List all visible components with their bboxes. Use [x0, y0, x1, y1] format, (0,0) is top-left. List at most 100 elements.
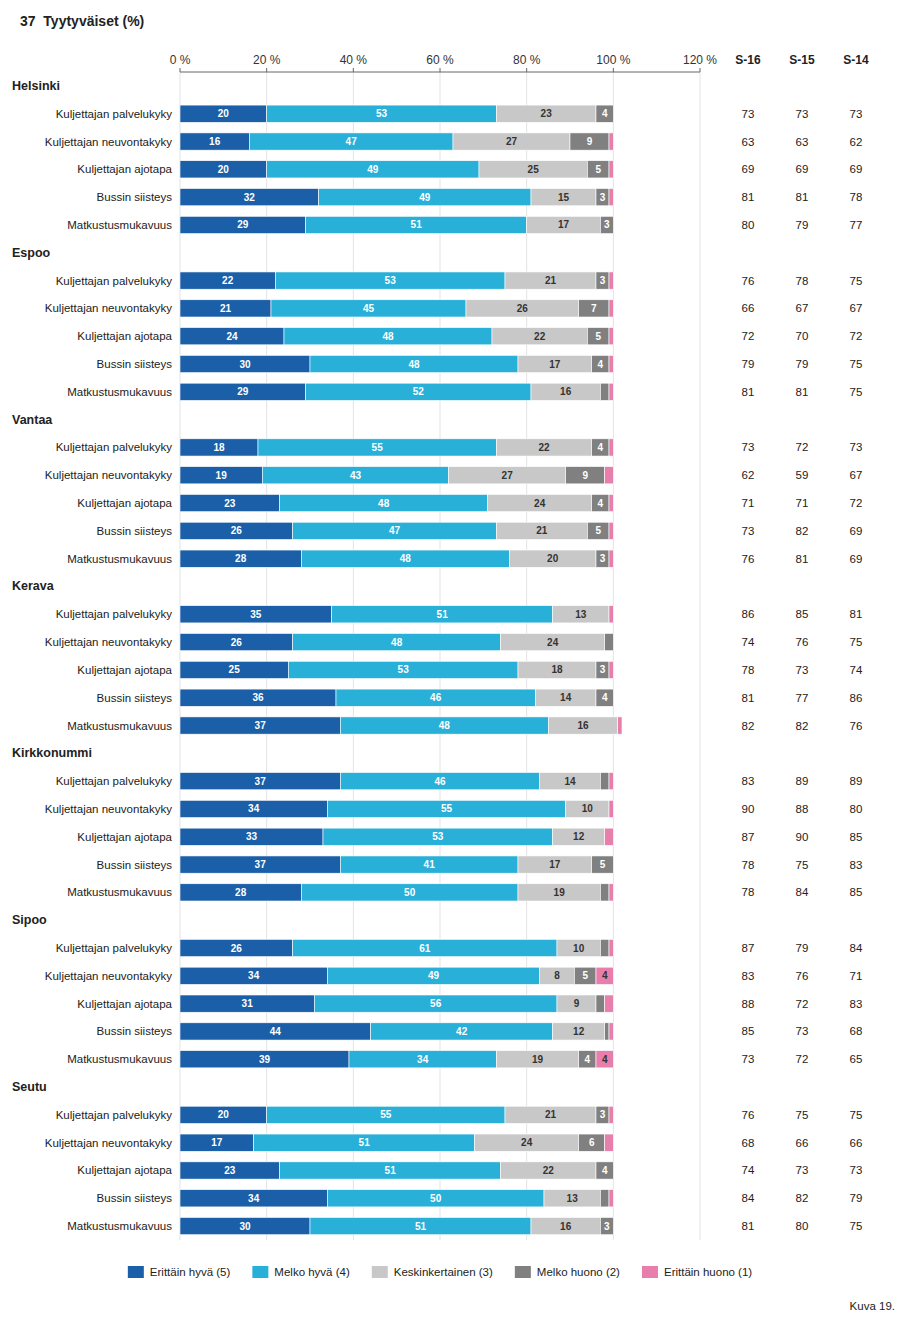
- data-label: 5: [595, 331, 601, 342]
- bar-segment: [180, 884, 301, 901]
- category-label: Kuljettajan palvelukyky: [56, 775, 173, 787]
- bar-segment: [535, 689, 596, 706]
- bar-segment: [609, 550, 613, 567]
- column-value: 84: [796, 886, 809, 898]
- legend-item: Erittäin hyvä (5): [128, 1266, 231, 1278]
- column-value: 75: [796, 859, 809, 871]
- bar-segment: [180, 967, 327, 984]
- data-label: 9: [574, 998, 580, 1009]
- bar-segment: [479, 161, 587, 178]
- column-value: 69: [796, 163, 809, 175]
- column-value: 67: [850, 302, 863, 314]
- bar-segment: [340, 717, 548, 734]
- bar-segment: [180, 300, 271, 317]
- column-value: 80: [796, 1220, 809, 1232]
- category-label: Kuljettajan ajotapa: [77, 664, 172, 676]
- section-header: Helsinki: [12, 79, 60, 93]
- data-label: 20: [218, 164, 230, 175]
- bar-segment: [449, 467, 566, 484]
- bar-segment: [574, 967, 596, 984]
- column-value: 88: [742, 998, 755, 1010]
- data-label: 37: [255, 859, 267, 870]
- data-label: 21: [545, 275, 557, 286]
- data-label: 55: [372, 442, 384, 453]
- column-value: 79: [796, 358, 809, 370]
- category-label: Matkustusmukavuus: [67, 886, 172, 898]
- column-value: 68: [742, 1137, 755, 1149]
- data-label: 20: [218, 108, 230, 119]
- bar-segment: [518, 884, 600, 901]
- legend-label: Melko hyvä (4): [274, 1266, 350, 1278]
- data-label: 33: [246, 831, 258, 842]
- column-value: 69: [742, 163, 755, 175]
- bar-segment: [496, 105, 596, 122]
- column-value: 73: [850, 1164, 863, 1176]
- category-label: Kuljettajan ajotapa: [77, 831, 172, 843]
- column-value: 69: [850, 163, 863, 175]
- column-value: 71: [850, 970, 863, 982]
- category-label: Kuljettajan palvelukyky: [56, 275, 173, 287]
- column-value: 74: [742, 636, 755, 648]
- data-label: 51: [411, 219, 423, 230]
- bar-segment: [180, 661, 288, 678]
- data-label: 25: [528, 164, 540, 175]
- bar-segment: [180, 1162, 280, 1179]
- column-value: 85: [850, 831, 863, 843]
- bar-segment: [323, 828, 553, 845]
- bar-segment: [605, 995, 614, 1012]
- bar-segment: [592, 439, 609, 456]
- data-label: 14: [564, 776, 576, 787]
- bar-segment: [600, 216, 613, 233]
- bar-segment: [609, 272, 613, 289]
- bar-segment: [592, 494, 609, 511]
- column-value: 81: [742, 386, 755, 398]
- column-value: 75: [850, 636, 863, 648]
- column-value: 73: [796, 1164, 809, 1176]
- data-label: 47: [389, 525, 401, 536]
- bar-segment: [553, 1023, 605, 1040]
- bar-segment: [488, 494, 592, 511]
- column-value: 62: [850, 136, 863, 148]
- annotation: Kuva 19.: [850, 1300, 895, 1312]
- column-header: S-15: [789, 53, 815, 67]
- data-label: 48: [439, 720, 451, 731]
- bar-segment: [609, 773, 613, 790]
- bar-segment: [180, 1217, 310, 1234]
- column-value: 73: [850, 108, 863, 120]
- bar-segment: [293, 939, 557, 956]
- column-value: 83: [742, 970, 755, 982]
- column-value: 81: [796, 191, 809, 203]
- bar-segment: [609, 522, 613, 539]
- data-label: 24: [534, 498, 546, 509]
- column-value: 67: [850, 469, 863, 481]
- bar-segment: [258, 439, 496, 456]
- bar-segment: [605, 828, 614, 845]
- bar-segment: [453, 133, 570, 150]
- bar-segment: [587, 161, 609, 178]
- data-label: 56: [430, 998, 442, 1009]
- bar-segment: [340, 856, 518, 873]
- column-value: 81: [850, 608, 863, 620]
- bar-segment: [332, 606, 553, 623]
- column-value: 90: [796, 831, 809, 843]
- data-label: 26: [231, 943, 243, 954]
- column-value: 73: [850, 441, 863, 453]
- bar-segment: [609, 161, 613, 178]
- column-value: 78: [742, 859, 755, 871]
- column-value: 82: [796, 720, 809, 732]
- data-label: 9: [587, 136, 593, 147]
- category-label: Kuljettajan palvelukyky: [56, 108, 173, 120]
- data-label: 55: [441, 803, 453, 814]
- bar-segment: [267, 105, 497, 122]
- legend-swatch: [642, 1266, 658, 1278]
- bar-segment: [314, 995, 557, 1012]
- bar-segment: [180, 383, 306, 400]
- column-header: S-14: [843, 53, 869, 67]
- bar-segment: [180, 550, 301, 567]
- column-value: 80: [850, 803, 863, 815]
- category-label: Matkustusmukavuus: [67, 720, 172, 732]
- bar-segment: [579, 1134, 605, 1151]
- column-value: 79: [850, 1192, 863, 1204]
- legend-label: Melko huono (2): [537, 1266, 620, 1278]
- legend-label: Erittäin hyvä (5): [150, 1266, 231, 1278]
